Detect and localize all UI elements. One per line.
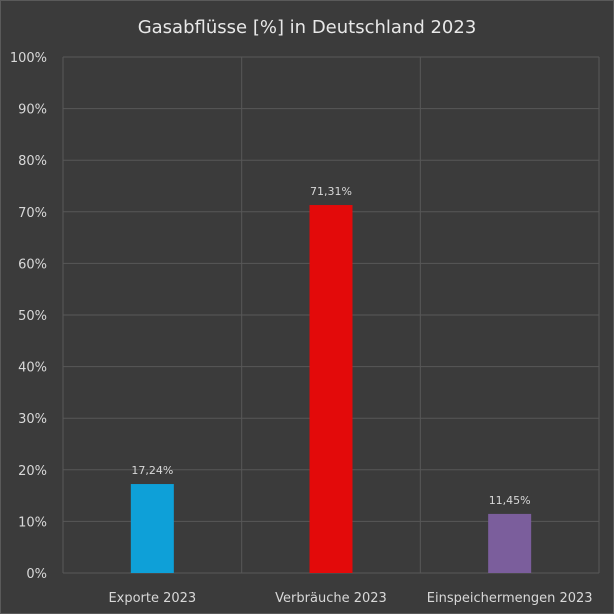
x-tick-label: Einspeichermengen 2023: [427, 591, 593, 606]
y-tick-label: 80%: [18, 154, 47, 169]
y-tick-label: 0%: [26, 567, 47, 582]
y-tick-label: 70%: [18, 206, 47, 221]
x-tick-label: Verbräuche 2023: [275, 591, 387, 606]
labels: 0% 10% 20% 30% 40% 50% 60% 70% 80% 90% 100% 17,24% E…: [10, 51, 593, 606]
y-tick-label: 10%: [18, 515, 47, 530]
y-tick-label: 40%: [18, 361, 47, 376]
bar: [309, 205, 353, 573]
data-label: 17,24%: [131, 464, 173, 477]
y-tick-label: 30%: [18, 412, 47, 427]
data-label: 71,31%: [310, 185, 352, 198]
y-tick-label: 60%: [18, 257, 47, 272]
bar: [130, 484, 174, 573]
bar: [488, 513, 532, 573]
y-tick-label: 20%: [18, 464, 47, 479]
chart-title: Gasabflüsse [%] in Deutschland 2023: [138, 17, 477, 38]
x-tick-label: Exporte 2023: [108, 591, 196, 606]
y-tick-label: 90%: [18, 103, 47, 118]
y-tick-label: 50%: [18, 309, 47, 324]
y-tick-label: 100%: [10, 51, 47, 66]
data-label: 11,45%: [489, 494, 531, 507]
bars: [130, 205, 532, 573]
